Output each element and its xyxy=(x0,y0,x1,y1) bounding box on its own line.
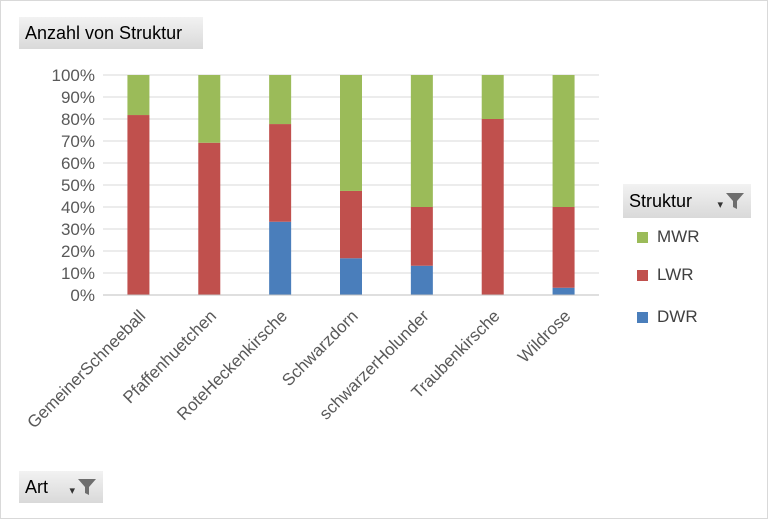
values-field-label: Anzahl von Struktur xyxy=(25,22,183,43)
filter-funnel-icon[interactable] xyxy=(77,477,97,497)
bar-segment-lwr xyxy=(340,190,362,259)
legend-swatch xyxy=(637,269,648,281)
bar-segment-mwr xyxy=(198,75,221,143)
bar-segment-lwr xyxy=(198,142,221,295)
y-tick-label: 10% xyxy=(61,264,95,283)
bar-segment-dwr xyxy=(410,265,433,295)
y-tick-label: 20% xyxy=(61,242,95,261)
bar-segment-mwr xyxy=(410,75,433,207)
bar-segment-dwr xyxy=(340,258,362,295)
dropdown-caret-icon[interactable]: ▾ xyxy=(69,484,75,497)
bar-segment-mwr xyxy=(340,75,362,191)
axis-field-button[interactable]: Art ▾ xyxy=(19,471,103,503)
legend-item-lwr: LWR xyxy=(637,265,694,285)
legend-item-dwr: DWR xyxy=(637,307,698,327)
legend-label: MWR xyxy=(657,227,700,246)
dropdown-caret-icon[interactable]: ▾ xyxy=(717,198,723,211)
legend-field-button[interactable]: Struktur ▾ xyxy=(623,184,751,218)
y-tick-label: 70% xyxy=(61,132,95,151)
legend-label: DWR xyxy=(657,307,698,326)
bar-segment-lwr xyxy=(552,207,575,288)
legend-swatch xyxy=(637,231,648,243)
y-tick-label: 90% xyxy=(61,88,95,107)
legend-label: LWR xyxy=(657,265,694,284)
legend-swatch xyxy=(637,311,648,323)
legend-item-mwr: MWR xyxy=(637,227,699,247)
bar-segment-lwr xyxy=(269,124,292,222)
x-tick-label: Wildrose xyxy=(514,306,574,366)
y-tick-label: 0% xyxy=(70,286,95,305)
y-tick-label: 30% xyxy=(61,220,95,239)
bar-segment-mwr xyxy=(481,75,504,119)
axis-field-label: Art xyxy=(25,476,49,497)
y-tick-label: 80% xyxy=(61,110,95,129)
y-tick-label: 60% xyxy=(61,154,95,173)
y-tick-label: 100% xyxy=(52,66,95,85)
bar-segment-mwr xyxy=(127,75,150,116)
filter-funnel-icon[interactable] xyxy=(725,191,745,211)
bar-segment-lwr xyxy=(481,119,504,295)
bar-segment-dwr xyxy=(269,221,292,295)
y-tick-label: 40% xyxy=(61,198,95,217)
legend-field-label: Struktur xyxy=(629,190,693,211)
y-tick-label: 50% xyxy=(61,176,95,195)
x-tick-label: GemeinerSchneeball xyxy=(24,306,150,432)
bar-segment-dwr xyxy=(552,287,575,295)
bar-segment-lwr xyxy=(127,115,150,295)
bar-segment-mwr xyxy=(269,75,292,125)
bar-segment-lwr xyxy=(410,207,433,266)
values-field-button[interactable]: Anzahl von Struktur xyxy=(19,17,203,49)
bar-segment-mwr xyxy=(552,75,575,207)
